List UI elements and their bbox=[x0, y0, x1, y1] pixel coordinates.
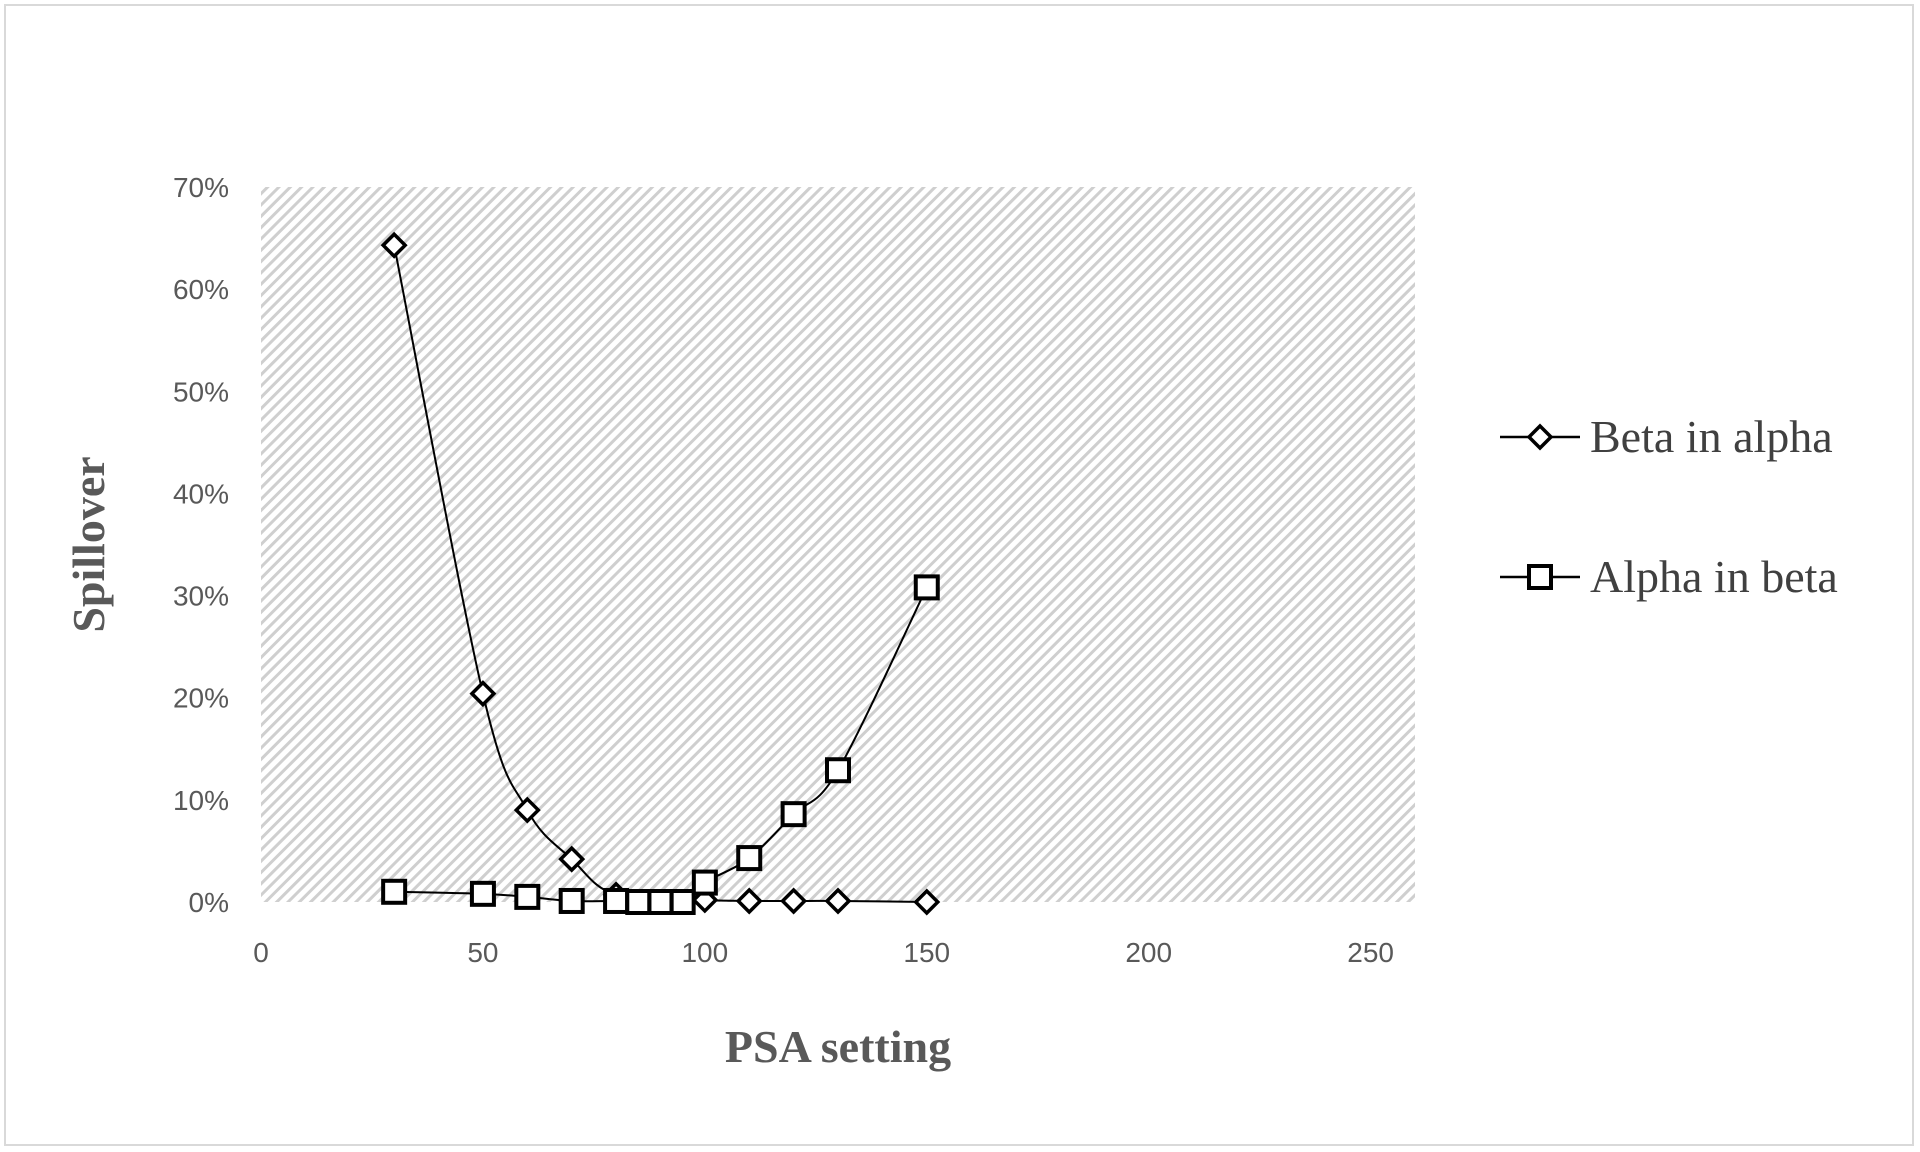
x-tick-label: 250 bbox=[1347, 937, 1394, 968]
legend-square-marker bbox=[1527, 564, 1553, 590]
diamond-marker bbox=[824, 887, 852, 915]
square-marker bbox=[691, 869, 718, 896]
y-tick-label: 40% bbox=[173, 478, 229, 509]
square-marker bbox=[780, 801, 807, 828]
legend: Beta in alpha Alpha in beta bbox=[1500, 411, 1838, 602]
x-tick-label: 100 bbox=[681, 937, 728, 968]
y-tick-label: 10% bbox=[173, 785, 229, 816]
y-tick-label: 70% bbox=[173, 172, 229, 203]
diamond-marker bbox=[380, 231, 408, 259]
y-tick-label: 50% bbox=[173, 376, 229, 407]
diamond-marker bbox=[913, 888, 941, 916]
square-marker bbox=[469, 880, 496, 907]
square-marker bbox=[825, 757, 851, 784]
legend-label: Beta in alpha bbox=[1590, 411, 1833, 462]
legend-entry: Beta in alpha bbox=[1500, 411, 1833, 462]
x-tick-label: 0 bbox=[253, 937, 269, 968]
x-axis-ticks: 0 50 100 150 200 250 bbox=[253, 937, 1394, 968]
plot-area bbox=[261, 187, 1415, 902]
square-marker bbox=[647, 889, 674, 915]
legend-entry: Alpha in beta bbox=[1500, 551, 1838, 602]
square-marker bbox=[669, 889, 696, 915]
square-marker bbox=[558, 887, 585, 914]
x-tick-label: 150 bbox=[903, 937, 950, 968]
square-marker bbox=[603, 887, 630, 914]
diamond-marker bbox=[469, 680, 497, 708]
legend-label: Alpha in beta bbox=[1590, 551, 1838, 602]
y-axis-ticks: 0% 10% 20% 30% 40% 50% 60% 70% bbox=[173, 172, 229, 918]
x-tick-label: 200 bbox=[1125, 937, 1172, 968]
square-marker bbox=[381, 878, 408, 905]
diamond-marker bbox=[558, 845, 586, 873]
diamond-marker bbox=[780, 887, 808, 915]
diamond-marker bbox=[735, 887, 763, 915]
square-marker bbox=[514, 883, 541, 910]
y-tick-label: 20% bbox=[173, 683, 229, 714]
y-tick-label: 60% bbox=[173, 274, 229, 305]
y-axis-title: Spillover bbox=[63, 456, 114, 632]
series-layer bbox=[380, 231, 941, 916]
y-tick-label: 30% bbox=[173, 581, 229, 612]
square-marker bbox=[736, 845, 763, 872]
x-tick-label: 50 bbox=[467, 937, 498, 968]
diamond-marker bbox=[513, 796, 541, 824]
legend-diamond-marker bbox=[1526, 423, 1554, 451]
series-2 bbox=[381, 574, 940, 915]
y-tick-label: 0% bbox=[189, 887, 229, 918]
x-axis-title: PSA setting bbox=[725, 1021, 951, 1072]
square-marker bbox=[625, 889, 652, 915]
square-marker bbox=[913, 574, 940, 601]
